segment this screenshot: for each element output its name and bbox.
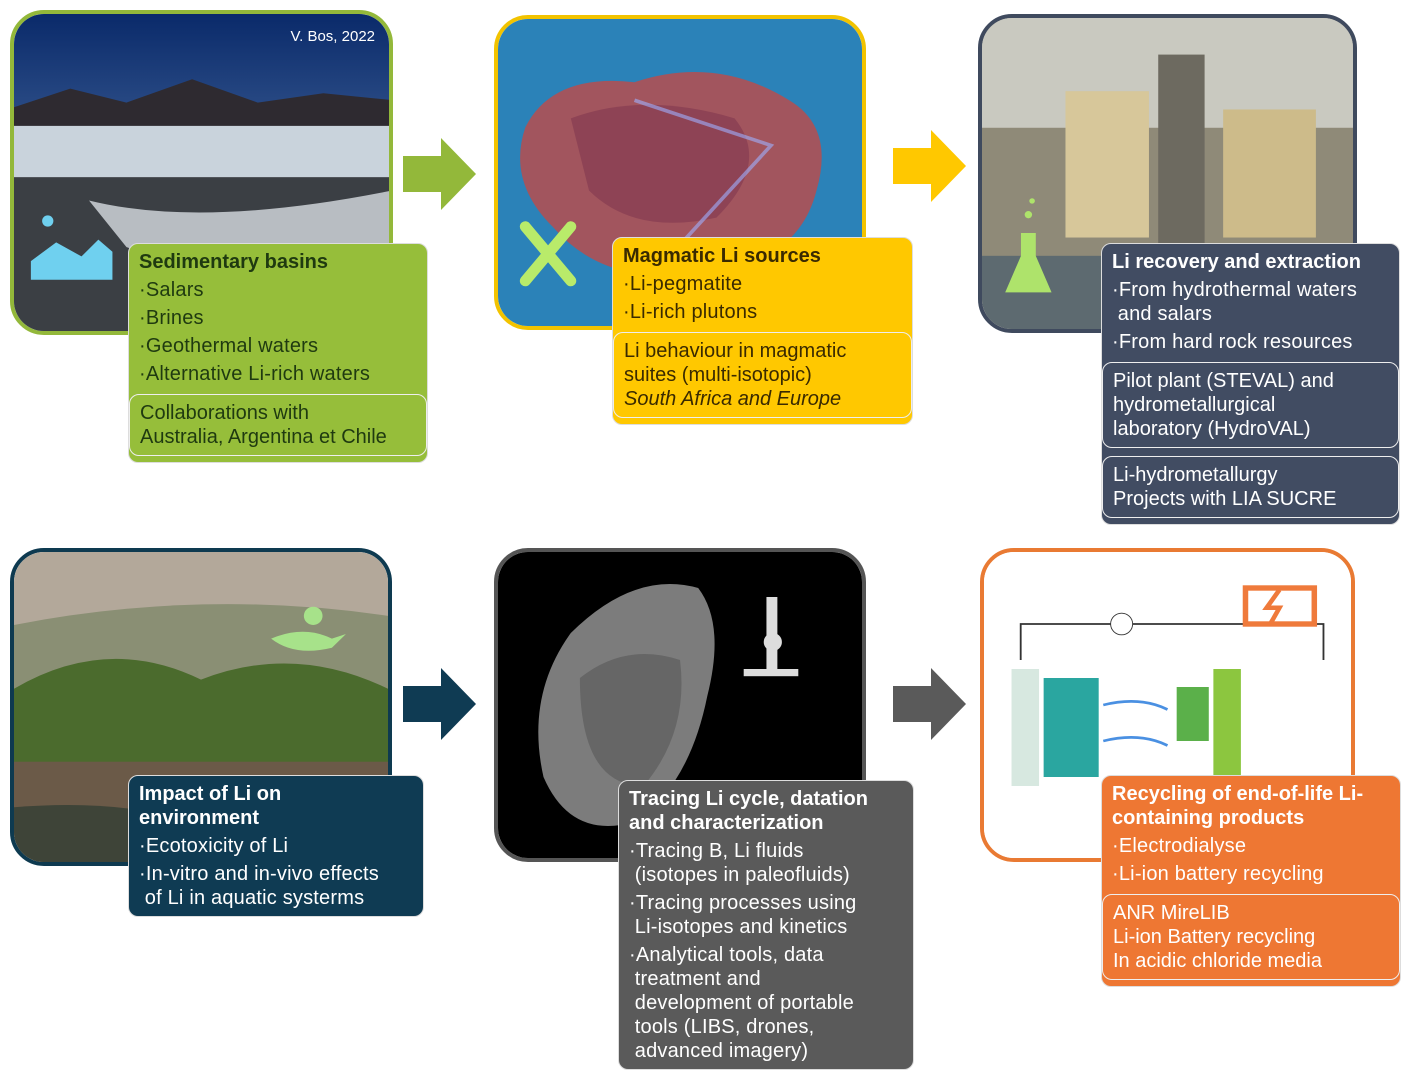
text-box: Recycling of end-of-life Li- containing … <box>1101 775 1401 987</box>
bullet-item: ·From hard rock resources <box>1112 331 1353 353</box>
text-box: Tracing Li cycle, datation and character… <box>618 780 914 1070</box>
bullet-item: ·Geothermal waters <box>139 335 319 357</box>
note: Li-hydrometallurgy Projects with LIA SUC… <box>1102 456 1399 518</box>
region: South Africa and Europe <box>624 388 842 410</box>
note: Li behaviour in magmatic suites (multi-i… <box>613 332 912 418</box>
arrow <box>893 668 966 745</box>
text-box: Li recovery and extraction ·From hydrothe… <box>1101 243 1400 525</box>
box-title: Tracing Li cycle, datation and character… <box>629 788 868 834</box>
arrow <box>893 130 966 207</box>
box-title: Impact of Li on environment <box>139 783 282 829</box>
text-box: Sedimentary basins ·Salars ·Brines ·Geother… <box>128 243 428 463</box>
note: ANR MireLIB Li-ion Battery recycling In … <box>1102 894 1400 980</box>
note: Collaborations with Australia, Argentina… <box>129 394 427 456</box>
photo-credit: V. Bos, 2022 <box>290 28 375 45</box>
arrow <box>403 138 476 215</box>
box-title: Recycling of end-of-life Li- containing … <box>1112 783 1364 829</box>
box-title: Li recovery and extraction <box>1112 251 1361 273</box>
box-title: Sedimentary basins <box>139 251 328 273</box>
arrow <box>403 668 476 745</box>
bullet-item: ·Li-pegmatite <box>623 273 743 295</box>
box-title: Magmatic Li sources <box>623 245 821 267</box>
text-box: Impact of Li on environment ·Ecotoxicity … <box>128 775 424 917</box>
arrow-shape <box>893 130 966 202</box>
bullet-item: ·Alternative Li-rich waters <box>139 363 371 385</box>
bullet-item: ·Li-ion battery recycling <box>1112 863 1324 885</box>
bullet-item: ·In-vitro and in-vivo effects of Li in a… <box>139 863 379 909</box>
bullet-item: ·Electrodialyse <box>1112 835 1247 857</box>
arrow-shape <box>403 668 476 740</box>
text-box: Magmatic Li sources ·Li-pegmatite ·Li-rich… <box>612 237 913 425</box>
note: Pilot plant (STEVAL) and hydrometallurgi… <box>1102 362 1399 448</box>
bullet-item: ·From hydrothermal waters and salars <box>1112 279 1358 325</box>
arrow-shape <box>403 138 476 210</box>
bullet-item: ·Ecotoxicity of Li <box>139 835 289 857</box>
bullet-item: ·Tracing B, Li fluids (isotopes in paleo… <box>629 840 850 886</box>
arrow-shape <box>893 668 966 740</box>
bullet-item: ·Tracing processes using Li-isotopes and… <box>629 892 857 938</box>
bullet-item: ·Salars <box>139 279 204 301</box>
bullet-item: ·Analytical tools, data treatment and de… <box>629 944 854 1062</box>
bullet-item: ·Brines <box>139 307 204 329</box>
bullet-item: ·Li-rich plutons <box>623 301 758 323</box>
